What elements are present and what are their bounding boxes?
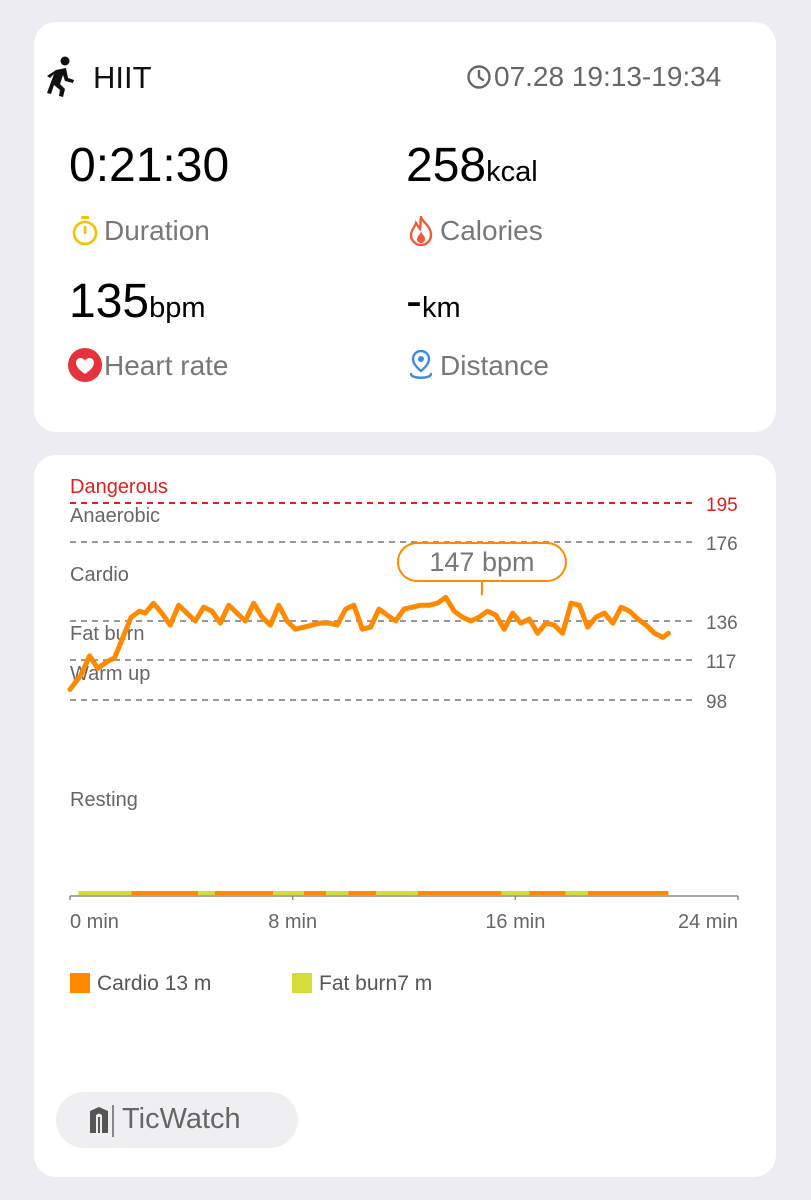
zone-bar-segment-9 xyxy=(417,891,502,895)
legend-swatch-fat-burn xyxy=(292,973,312,993)
zone-label-dangerous: Dangerous xyxy=(70,476,168,498)
zone-label-cardio: Cardio xyxy=(70,564,129,586)
zone-threshold-fat-burn: 117 xyxy=(706,652,736,673)
zone-bar-segment-12 xyxy=(565,891,588,895)
x-tick-label-2: 16 min xyxy=(485,911,545,933)
zone-label-fat-burn: Fat burn xyxy=(70,623,144,645)
heart-rate-line xyxy=(67,594,671,692)
heart-icon xyxy=(68,348,102,387)
distance-unit: km xyxy=(421,292,461,324)
zone-threshold-warm-up: 98 xyxy=(706,692,727,713)
zone-bar-segment-0 xyxy=(78,891,132,895)
zone-bar-segment-11 xyxy=(529,891,566,895)
zone-bar-segment-1 xyxy=(131,891,199,895)
heart-rate-unit: bpm xyxy=(149,292,206,324)
legend-label-cardio: Cardio 13 m xyxy=(97,972,212,995)
location-pin-icon xyxy=(408,349,434,385)
zone-bar-segment-10 xyxy=(501,891,530,895)
heart-rate-value: 135bpm xyxy=(69,275,206,328)
flame-icon xyxy=(408,212,434,251)
chip-separator xyxy=(112,1105,114,1137)
calories-value: 258kcal xyxy=(406,139,538,192)
zone-label-warm-up: Warm up xyxy=(70,663,150,685)
heart-rate-chart-card: 195 Dangerous 176 Anaerobic 136 Cardio 117 Fat … xyxy=(34,455,776,1177)
workout-time-range: 07.28 19:13-19:34 xyxy=(494,61,722,92)
zone-bar-segment-13 xyxy=(587,891,669,895)
zone-threshold-anaerobic: 176 xyxy=(706,534,738,555)
zone-threshold-dangerous: 195 xyxy=(706,495,738,516)
zone-label-resting: Resting xyxy=(70,789,138,811)
duration-value: 0:21:30 xyxy=(69,139,230,192)
duration-label: Duration xyxy=(104,215,210,246)
x-tick-label-0: 0 min xyxy=(70,911,119,933)
calories-unit: kcal xyxy=(486,156,538,188)
legend-swatch-cardio xyxy=(70,973,90,993)
ticwatch-source-chip[interactable]: TicWatch xyxy=(56,1092,298,1148)
zone-bar-segment-6 xyxy=(326,891,349,895)
zone-threshold-cardio: 136 xyxy=(706,613,738,634)
x-tick-label-1: 8 min xyxy=(268,911,317,933)
workout-title: HIIT xyxy=(93,60,152,95)
zone-bar-segment-8 xyxy=(376,891,418,895)
brand-label: TicWatch xyxy=(122,1103,241,1135)
distance-value: -km xyxy=(406,275,461,328)
zone-bar-segment-4 xyxy=(273,891,304,895)
zone-label-anaerobic: Anaerobic xyxy=(70,505,160,527)
zone-bar-segment-2 xyxy=(198,891,215,895)
heart-rate-label: Heart rate xyxy=(104,350,229,381)
distance-label: Distance xyxy=(440,350,549,381)
calories-label: Calories xyxy=(440,215,543,246)
callout-bubble xyxy=(396,542,567,582)
stopwatch-icon xyxy=(71,216,99,251)
callout-label: 147 bpm xyxy=(429,547,534,577)
x-tick-label-3: 24 min xyxy=(678,911,738,933)
heart-rate-chart: 195 Dangerous 176 Anaerobic 136 Cardio 117 Fat … xyxy=(67,476,739,933)
zone-bar-segment-3 xyxy=(214,891,274,895)
running-person-icon xyxy=(46,56,76,103)
clock-icon xyxy=(466,64,492,95)
ticwatch-logo-icon xyxy=(88,1106,110,1139)
legend-label-fat-burn: Fat burn7 m xyxy=(319,972,433,995)
workout-summary-card: HIIT 07.28 19:13-19:34 0:21:30 Duration … xyxy=(34,22,776,432)
zone-bar-segment-5 xyxy=(303,891,327,895)
zone-bar-segment-7 xyxy=(348,891,377,895)
